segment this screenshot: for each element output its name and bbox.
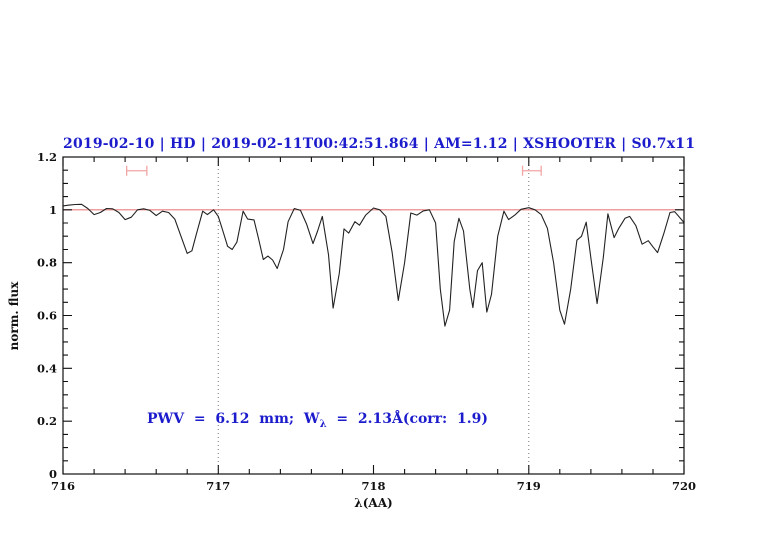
band-interval-marker-2 [521,165,542,176]
x-tick-label-717: 717 [206,479,230,493]
y-tick-label-0.8: 0.8 [37,256,57,270]
axis-ticks [62,156,685,475]
y-axis-label: norm. flux [7,281,21,351]
x-tick-label-720: 720 [672,479,696,493]
y-tick-label-0: 0 [49,467,57,481]
pwv-annotation: PWV = 6.12 mm; Wλ = 2.13Å(corr: 1.9) [147,411,488,430]
plot-title: 2019-02-10 | HD | 2019-02-11T00:42:51.86… [63,136,696,152]
spectrum-line [62,203,685,327]
band-interval-marker-1 [126,165,148,176]
x-axis-label: λ(AA) [354,496,393,510]
x-tick-label-719: 719 [517,479,541,493]
y-tick-label-1.2: 1.2 [37,150,57,164]
pwv-annotation-post: = 2.13Å(corr: 1.9) [326,411,488,427]
x-tick-label-716: 716 [51,479,75,493]
y-tick-label-0.4: 0.4 [37,361,57,375]
pwv-annotation-pre: PWV = 6.12 mm; W [147,411,320,427]
x-tick-label-718: 718 [361,479,385,493]
pwv-annotation-sub: λ [319,418,327,430]
y-tick-label-0.2: 0.2 [37,414,57,428]
y-tick-label-1: 1 [49,203,57,217]
y-tick-label-0.6: 0.6 [37,309,57,323]
